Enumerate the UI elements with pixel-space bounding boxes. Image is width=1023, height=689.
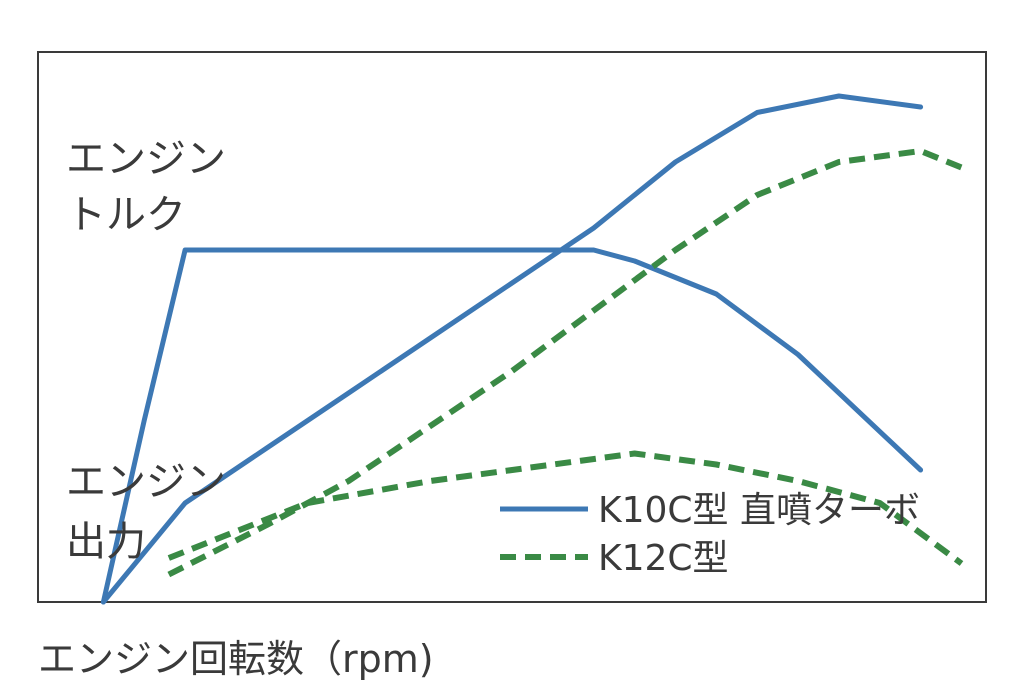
x-axis-label: エンジン回転数（rpm) <box>38 637 434 681</box>
legend-label-k10c: K10C型 直噴ターボ <box>598 490 920 531</box>
power-label-line-1: エンジン <box>66 459 226 505</box>
legend-label-k12c: K12C型 <box>598 538 729 579</box>
power-label-line-2: 出力 <box>66 519 146 565</box>
legend: K10C型 直噴ターボ K12C型 <box>500 490 920 579</box>
torque-label-line-2: トルク <box>66 192 186 238</box>
series-line-k10c-torque <box>100 247 924 605</box>
series-line-k12c-power <box>167 148 963 578</box>
series-layer <box>100 93 964 605</box>
series-line-k12c-torque <box>167 450 964 566</box>
series-line-k10c-power <box>100 93 924 605</box>
torque-label-line-1: エンジン <box>66 136 226 182</box>
